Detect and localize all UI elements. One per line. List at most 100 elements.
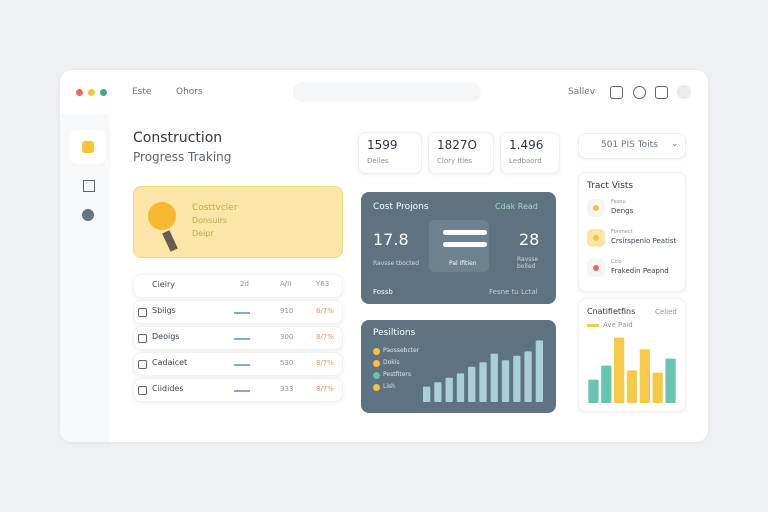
stat-value: 1827O xyxy=(437,138,477,152)
chevron: ⌄ xyxy=(671,139,679,149)
card-title: Tract Vists xyxy=(587,181,634,191)
cost-card: Cost Projons Cdak Read 17.8 Ravsse tboct… xyxy=(361,192,556,304)
visit-label: Frakedin Peapnd xyxy=(611,267,669,275)
bar xyxy=(501,360,510,402)
bar xyxy=(652,372,663,403)
visit-dot xyxy=(593,265,599,271)
bar xyxy=(422,386,431,402)
visit-dot xyxy=(593,235,599,241)
card-link[interactable]: Cdak Read xyxy=(495,202,538,211)
legend-dot xyxy=(373,348,380,355)
stat-label: Deiles xyxy=(367,157,389,165)
banner-text: Deipr xyxy=(192,229,214,238)
bar-pill xyxy=(443,230,487,235)
bar xyxy=(513,355,521,402)
legend-label: Dokis xyxy=(383,359,400,366)
user[interactable]: Sallev xyxy=(568,87,596,97)
visit-tag: Fesnu xyxy=(611,199,626,205)
stat-value: 1.496 xyxy=(509,138,544,152)
visits-card: Tract Vists Fesnu Dengs Fonmect Crsirspenio… xyxy=(578,172,686,292)
visit-tag: Fonmect xyxy=(611,229,633,235)
banner-text: Costtvcler xyxy=(192,203,238,213)
bar xyxy=(614,337,625,403)
metric: 28 xyxy=(519,230,540,249)
positions-chart xyxy=(422,340,544,402)
widget-caption: Pal ifitien xyxy=(449,260,477,267)
window: Este Ohors Sallev Construction Progress … xyxy=(60,70,708,442)
banner-handle xyxy=(162,230,178,252)
legend-dot xyxy=(373,372,380,379)
bar xyxy=(524,351,532,402)
icon[interactable] xyxy=(83,180,95,192)
banner-icon xyxy=(148,202,176,230)
legend-dot xyxy=(373,360,380,367)
bar xyxy=(434,382,442,402)
avatar[interactable] xyxy=(677,85,691,99)
legend-label: Paossebcter xyxy=(383,347,420,354)
bar xyxy=(601,365,612,403)
footer-right[interactable]: Fesne tu Lctal xyxy=(489,288,538,296)
row-name: Ciidides xyxy=(152,384,184,393)
bar xyxy=(639,349,650,403)
row-line xyxy=(234,312,250,314)
nav-item[interactable]: Ohors xyxy=(176,87,203,97)
nav-item[interactable]: Este xyxy=(132,87,152,97)
row-percent: 8/7% xyxy=(316,333,334,341)
table-row: Cadaicet 530 8/7% xyxy=(133,352,343,376)
table-header: A/II xyxy=(280,280,292,288)
card-title: Pesiltions xyxy=(373,328,416,338)
visit-dot xyxy=(593,205,599,211)
row-value: 300 xyxy=(280,333,294,341)
row-value: 910 xyxy=(280,307,294,315)
search[interactable] xyxy=(293,82,481,102)
sidebar-active[interactable] xyxy=(70,130,106,164)
cost-widget: Pal ifitien xyxy=(429,220,489,272)
bar xyxy=(665,358,676,403)
row-icon xyxy=(138,334,147,343)
stat-label: Clory Itles xyxy=(437,157,473,165)
card-title: Cnatifietfins xyxy=(587,307,636,316)
row-name: Deoigs xyxy=(152,332,180,341)
row-line xyxy=(234,338,250,340)
card-link[interactable]: Celied xyxy=(655,308,677,316)
footer-left: Fossb xyxy=(373,288,393,296)
icon[interactable] xyxy=(82,209,94,221)
legend-label: Pestfiters xyxy=(383,371,411,378)
positions-card: Pesiltions Paossebcter Dokis Pestfiters Lis… xyxy=(361,320,556,413)
stat-label: Ledbaord xyxy=(509,157,542,165)
bar xyxy=(626,370,638,403)
certs-chart xyxy=(588,337,676,403)
dropdown-label: 501 PIS Toits xyxy=(601,140,658,150)
bar xyxy=(479,362,487,402)
icon[interactable] xyxy=(655,86,668,99)
bar xyxy=(445,377,453,402)
icon[interactable] xyxy=(633,86,646,99)
visit-label: Dengs xyxy=(611,207,634,215)
row-name: Cadaicet xyxy=(152,358,188,367)
row-percent: 8/7% xyxy=(316,385,334,393)
bar xyxy=(490,353,498,402)
row-name: Sbiigs xyxy=(152,306,176,315)
icon[interactable] xyxy=(610,86,623,99)
table-header: Cieiry xyxy=(152,280,175,289)
dot xyxy=(76,89,83,96)
certs-card: Cnatifietfins Celied Ave Paid xyxy=(578,298,686,412)
row-icon xyxy=(138,308,147,317)
row-line xyxy=(234,364,250,366)
legend-dot xyxy=(373,384,380,391)
dot xyxy=(88,89,95,96)
metric-caption: Ravsse tbocted xyxy=(373,260,420,267)
dropdown[interactable]: 501 PIS Toits ⌄ xyxy=(578,133,686,159)
card-title: Cost Projons xyxy=(373,202,429,212)
sidebar xyxy=(60,114,110,442)
table-header: 2d xyxy=(240,280,249,288)
legend-label: Lish xyxy=(383,383,395,390)
stat-card: 1599 Deiles xyxy=(358,132,422,174)
bar xyxy=(456,373,465,402)
stat-card: 1827O Clory Itles xyxy=(428,132,494,174)
title: Construction xyxy=(133,130,223,146)
metric: 17.8 xyxy=(373,230,409,249)
stat-value: 1599 xyxy=(367,138,398,152)
row-icon xyxy=(138,386,147,395)
